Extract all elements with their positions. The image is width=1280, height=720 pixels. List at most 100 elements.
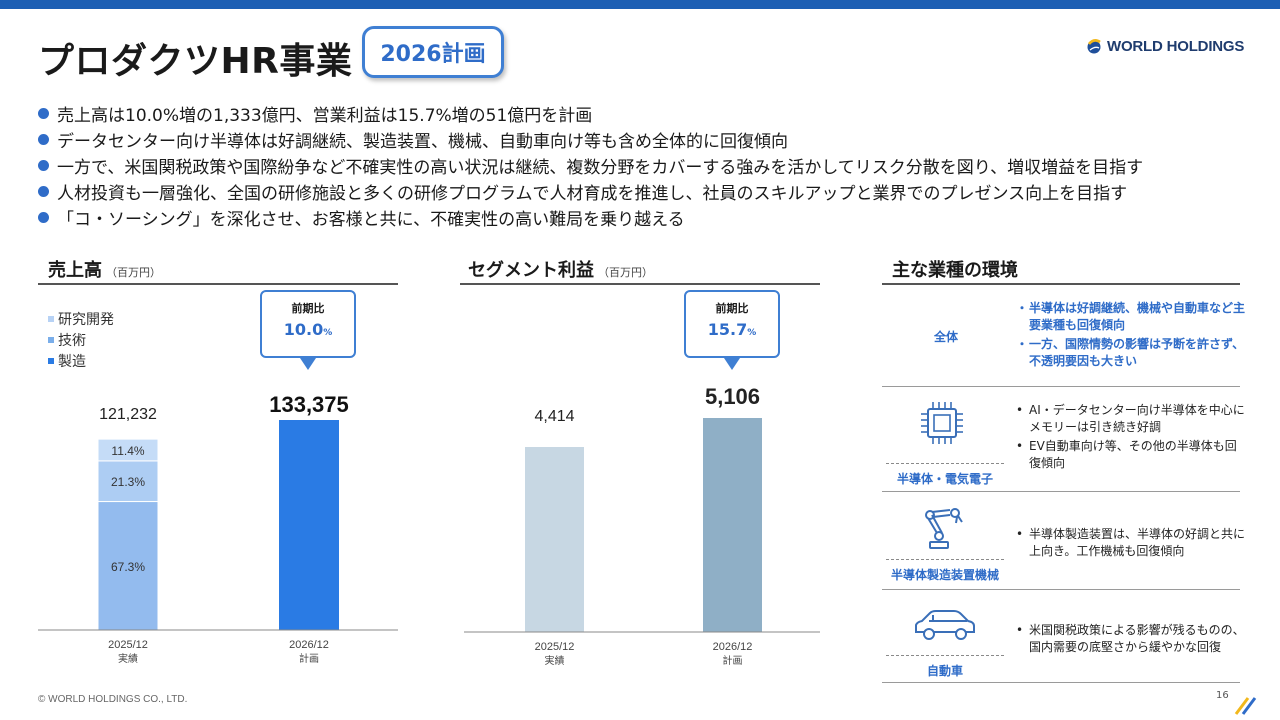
logo-text: WORLD HOLDINGS (1107, 37, 1245, 55)
env-dashed-rule (886, 559, 1004, 560)
env-item: • EV自動車向け等、その他の半導体も回復傾向 (1016, 438, 1248, 472)
summary-bullet: 人材投資も一層強化、全国の研修施設と多くの研修プログラムで人材育成を推進し、社員… (38, 178, 1258, 204)
sales-segment-pct-label: 67.3% (111, 560, 145, 574)
env-dashed-rule (886, 655, 1004, 656)
callout-value: 15.7% (686, 320, 778, 339)
segment-value-label: 5,106 (705, 384, 760, 409)
page-number: 16 (1216, 690, 1229, 701)
sales-bar-segment-研究開発 (97, 438, 159, 462)
sales-bar-2026 (279, 420, 339, 630)
sales-segment-pct-label: 21.3% (111, 475, 145, 489)
footer-copyright: © WORLD HOLDINGS CO., LTD. (38, 694, 188, 705)
segment-x-period-label: 2025/12 (535, 641, 575, 653)
env-item-text: 米国関税政策による影響が残るものの、国内需要の底堅さから緩やかな回復 (1029, 623, 1245, 654)
segment-x-type-label: 実績 (545, 654, 565, 667)
corner-stripes-icon (1234, 697, 1257, 715)
bullet-dot-icon (38, 159, 49, 171)
sales-segment-pct-label: 11.4% (111, 444, 144, 458)
bullet-dot-icon (38, 107, 49, 119)
summary-bullet: 売上高は10.0%増の1,333億円、営業利益は15.7%増の51億円を計画 (38, 100, 1258, 126)
page-title: プロダクツHR事業 (38, 41, 353, 82)
env-separator (882, 589, 1240, 590)
sales-legend: 研究開発 技術 製造 (48, 308, 114, 371)
bullet-text: 人材投資も一層強化、全国の研修施設と多くの研修プログラムで人材育成を推進し、社員… (57, 183, 1128, 204)
env-item-text: AI・データセンター向け半導体を中心にメモリーは引き続き好調 (1029, 403, 1245, 434)
bullet-text: 売上高は10.0%増の1,333億円、営業利益は15.7%増の51億円を計画 (57, 105, 593, 126)
env-item: • 半導体製造装置は、半導体の好調と共に上向き。工作機械も回復傾向 (1016, 526, 1248, 560)
legend-item-research: 研究開発 (48, 308, 114, 329)
bullet-text: 「コ・ソーシング」を深化させ、お客様と共に、不確実性の高い難局を乗り越える (57, 209, 685, 230)
bullet-dot-icon (38, 185, 49, 197)
robot-arm-icon (925, 508, 963, 549)
sales-bar-segment-技術 (97, 460, 159, 503)
sales-yoy-callout: 前期比 10.0% (260, 290, 356, 370)
top-accent-bar (0, 0, 1280, 9)
bullet-dot-icon (38, 133, 49, 145)
bullet-text: 一方で、米国関税政策や国際紛争など不確実性の高い状況は継続、複数分野をカバーする… (57, 157, 1144, 178)
segment-value-label: 4,414 (534, 408, 574, 425)
sales-unit: （百万円） (106, 266, 161, 279)
chip-icon (921, 402, 963, 444)
sales-x-period-label: 2026/12 (289, 639, 329, 651)
sales-section-rule (38, 283, 398, 285)
callout-box: 前期比 10.0% (260, 290, 356, 358)
legend-label: 製造 (58, 353, 86, 370)
env-equipment-text: • 半導体製造装置は、半導体の好調と共に上向き。工作機械も回復傾向 (1016, 526, 1248, 562)
callout-box: 前期比 15.7% (684, 290, 780, 358)
env-section-rule (882, 283, 1240, 285)
env-item-text: EV自動車向け等、その他の半導体も回復傾向 (1029, 439, 1237, 470)
legend-item-manufacturing: 製造 (48, 350, 114, 371)
legend-swatch (48, 315, 54, 322)
env-separator (882, 386, 1240, 387)
sales-x-type-label: 計画 (299, 652, 319, 665)
env-item: • AI・データセンター向け半導体を中心にメモリーは引き続き好調 (1016, 402, 1248, 436)
env-semiconductor-text: • AI・データセンター向け半導体を中心にメモリーは引き続き好調 • EV自動車向け… (1016, 402, 1248, 474)
summary-bullet: 一方で、米国関税政策や国際紛争など不確実性の高い状況は継続、複数分野をカバーする… (38, 152, 1258, 178)
env-section-title: 主な業種の環境 (892, 260, 1018, 281)
sales-bar-segment-製造 (97, 501, 159, 631)
env-item-text: 一方、国際情勢の影響は予断を許さず、不透明要因も大きい (1029, 337, 1245, 368)
callout-number: 15.7 (707, 320, 748, 339)
callout-unit: % (323, 328, 333, 338)
sales-value-label-2026: 133,375 (269, 392, 349, 417)
env-label-equipment: 半導体製造装置機械 (890, 568, 999, 582)
segment-x-type-label: 計画 (723, 654, 743, 667)
env-item: • 米国関税政策による影響が残るものの、国内需要の底堅さから緩やかな回復 (1016, 622, 1252, 656)
summary-bullet: データセンター向け半導体は好調継続、製造装置、機械、自動車向け等も含め全体的に回… (38, 126, 1258, 152)
bullet-text: データセンター向け半導体は好調継続、製造装置、機械、自動車向け等も含め全体的に回… (57, 131, 788, 152)
car-icon (915, 610, 975, 640)
env-item-text: 半導体製造装置は、半導体の好調と共に上向き。工作機械も回復傾向 (1029, 527, 1246, 558)
company-logo: WORLD HOLDINGS (1086, 36, 1244, 56)
plan-badge: 2026計画 (362, 26, 504, 78)
sales-section-title: 売上高 （百万円） (48, 256, 161, 282)
legend-label: 研究開発 (58, 311, 114, 328)
legend-label: 技術 (58, 332, 86, 349)
sales-value-label-2025: 121,232 (99, 406, 157, 423)
legend-item-tech: 技術 (48, 329, 114, 350)
summary-bullet: 「コ・ソーシング」を深化させ、お客様と共に、不確実性の高い難局を乗り越える (38, 204, 1258, 230)
env-separator (882, 682, 1240, 683)
segment-unit: （百万円） (598, 266, 653, 279)
callout-arrow-icon (724, 358, 740, 370)
sales-x-period-label: 2025/12 (108, 639, 148, 651)
callout-arrow-icon (300, 358, 316, 370)
env-item: ・半導体は好調継続、機械や自動車など主要業種も回復傾向 (1016, 301, 1246, 332)
sales-x-type-label: 実績 (118, 652, 138, 665)
legend-swatch (48, 336, 54, 343)
segment-section-rule (460, 283, 820, 285)
logo-mark-icon (1087, 39, 1101, 54)
sales-title-text: 売上高 (48, 260, 102, 281)
callout-number: 10.0 (283, 320, 324, 339)
segment-x-period-label: 2026/12 (713, 641, 753, 653)
env-separator (882, 491, 1240, 492)
segment-yoy-callout: 前期比 15.7% (684, 290, 780, 370)
env-overall-text: ・半導体は好調継続、機械や自動車など主要業種も回復傾向 ・一方、国際情勢の影響は… (1016, 300, 1246, 372)
env-label-overall: 全体 (933, 330, 958, 344)
env-label-semiconductor: 半導体・電気電子 (896, 472, 993, 486)
env-auto-text: • 米国関税政策による影響が残るものの、国内需要の底堅さから緩やかな回復 (1016, 622, 1252, 658)
callout-value: 10.0% (262, 320, 354, 339)
segment-bar-2026-12 (703, 418, 762, 632)
segment-bar-2025-12 (525, 447, 584, 632)
env-label-auto: 自動車 (926, 664, 963, 678)
